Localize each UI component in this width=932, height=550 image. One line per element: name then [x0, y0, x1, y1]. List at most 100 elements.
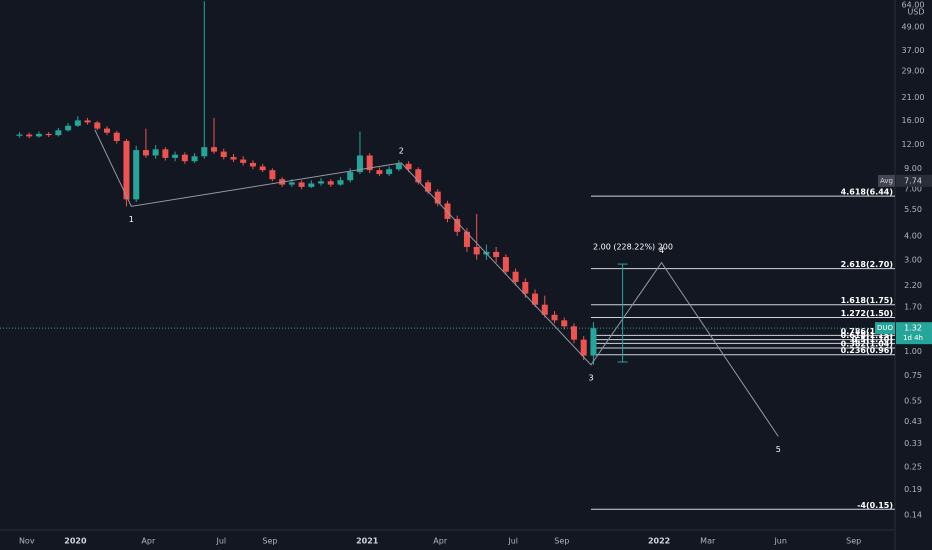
y-tick-label: 5.50	[904, 205, 922, 214]
wave-label: 5	[776, 445, 781, 454]
y-tick-label: 0.19	[904, 485, 922, 494]
candle-body	[74, 120, 81, 126]
wave-label: 3	[588, 373, 593, 382]
y-tick-label: 2.20	[904, 281, 922, 290]
candle-body	[405, 163, 412, 170]
candle-body	[113, 132, 120, 141]
fib-label: 0.618(1.15)	[841, 331, 893, 340]
candle-body	[94, 122, 101, 129]
x-tick-label: Sep	[262, 537, 277, 546]
candle-body	[211, 147, 218, 152]
candle-body	[395, 163, 402, 170]
y-tick-label: 4.00	[904, 231, 922, 240]
y-tick-label: 0.75	[904, 371, 922, 380]
candle-body	[249, 162, 256, 167]
candle-body	[84, 120, 91, 123]
candle-body	[172, 154, 179, 158]
candle-body	[201, 147, 208, 157]
y-tick-label: 21.00	[902, 93, 925, 102]
symbol-badge	[875, 322, 895, 335]
candle-body	[45, 133, 52, 136]
y-tick-label: 0.33	[904, 439, 922, 448]
candle-body	[26, 134, 33, 137]
candle-body	[123, 140, 130, 200]
x-tick-label: Mar	[700, 537, 716, 546]
last-price: 1.32	[904, 324, 922, 333]
countdown: 1d 4h	[903, 334, 923, 342]
x-tick-label: Jul	[215, 537, 226, 546]
measure-label: 2.00 (228.22%) 200	[593, 243, 673, 252]
y-tick-label: 1.70	[904, 303, 922, 312]
candle-body	[55, 130, 62, 136]
wave-label: 2	[399, 146, 404, 155]
fib-label: -4(0.15)	[857, 501, 893, 510]
fib-label: 0.236(0.96)	[841, 346, 893, 355]
fib-label: 4.618(6.44)	[841, 188, 893, 197]
candle-body	[191, 156, 198, 162]
candle-body	[532, 293, 539, 305]
candle-body	[327, 181, 334, 185]
x-tick-label: Nov	[19, 537, 35, 546]
fib-label: 1.272(1.50)	[841, 309, 893, 318]
candle-body	[220, 151, 227, 158]
wave-label: 4	[659, 246, 664, 255]
y-tick-label: 0.43	[904, 417, 922, 426]
fib-label: 1.618(1.75)	[841, 296, 893, 305]
y-tick-label: 0.55	[904, 397, 922, 406]
x-tick-label: 2020	[64, 537, 87, 546]
y-tick-label: 0.25	[904, 462, 922, 471]
x-tick-label: Jul	[507, 537, 518, 546]
candle-body	[230, 157, 237, 160]
x-tick-label: Apr	[141, 537, 156, 546]
symbol-label: DUO	[877, 324, 894, 332]
candle-body	[240, 159, 247, 163]
candle-body	[463, 231, 470, 247]
fib-label: 0.5(1.10)	[852, 335, 893, 344]
y-tick-label: 7.00	[904, 185, 922, 194]
last-price-badge	[896, 322, 932, 345]
candle-body	[366, 155, 373, 171]
y-tick-label: 9.00	[904, 164, 922, 173]
candle-body	[425, 182, 432, 192]
candle-body	[444, 203, 451, 219]
x-tick-label: Jun	[773, 537, 787, 546]
x-tick-label: Apr	[433, 537, 448, 546]
candle-body	[308, 183, 315, 187]
candle-body	[590, 328, 597, 356]
candle-body	[298, 182, 305, 187]
y-tick-label: 37.00	[902, 46, 925, 55]
candle-body	[288, 182, 295, 185]
y-tick-label: 49.00	[902, 23, 925, 32]
candle-body	[337, 180, 344, 185]
candle-body	[356, 155, 363, 173]
candle-body	[561, 320, 568, 327]
avg-badge	[878, 174, 895, 187]
avg-value: 7.74	[904, 176, 922, 185]
candle-body	[454, 218, 461, 232]
candle-body	[269, 170, 276, 180]
candle-body	[551, 314, 558, 321]
fib-label: 0.382(1.04)	[841, 340, 893, 349]
candle-body	[142, 150, 149, 156]
x-tick-label: 2022	[648, 537, 670, 546]
y-tick-label: 12.00	[902, 140, 925, 149]
candle-body	[16, 134, 23, 136]
candle-body	[502, 257, 509, 272]
candle-body	[386, 169, 393, 175]
candle-body	[162, 149, 169, 158]
candle-body	[259, 166, 266, 171]
y-tick-label: 0.14	[904, 511, 922, 520]
candle-body	[580, 339, 587, 356]
candle-body	[181, 154, 188, 162]
candle-body	[133, 150, 140, 200]
y-tick-label: 1.00	[904, 347, 922, 356]
candle-body	[522, 281, 529, 294]
candle-body	[347, 172, 354, 181]
x-tick-label: 2021	[356, 537, 379, 546]
y-tick-label: 29.00	[902, 66, 925, 75]
y-tick-label: 16.00	[902, 116, 925, 125]
avg-value-badge	[896, 174, 932, 187]
fib-label: 2.618(2.70)	[841, 260, 893, 269]
candle-body	[434, 191, 441, 204]
